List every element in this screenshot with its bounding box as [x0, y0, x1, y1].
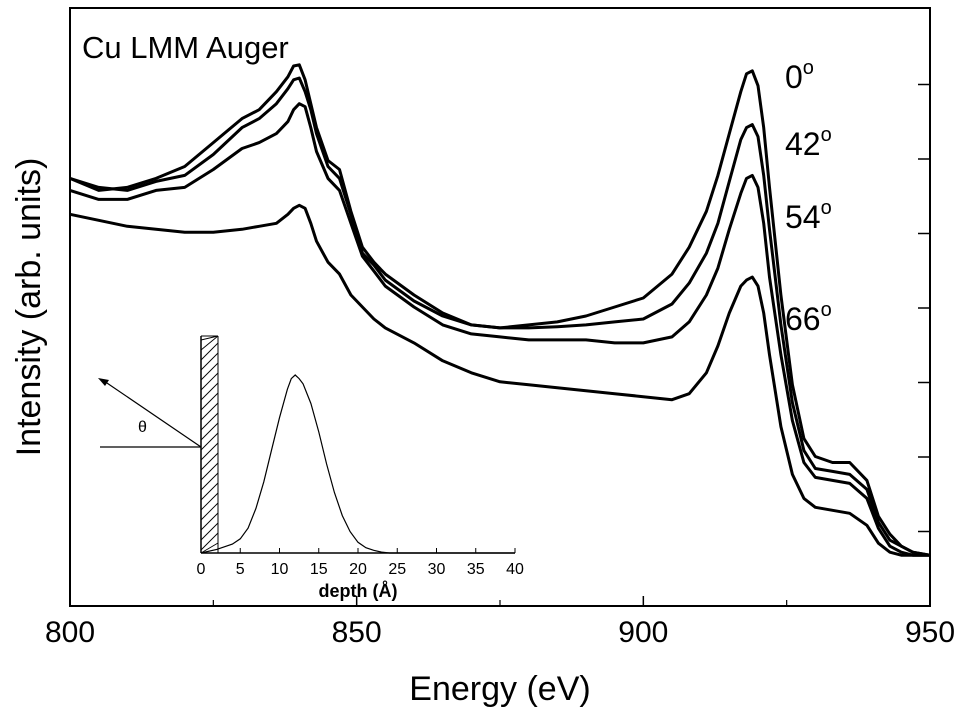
- inset-tick-label: 15: [310, 561, 328, 578]
- inset-hatch-line: [200, 452, 219, 471]
- inset-tick-label: 25: [388, 561, 406, 578]
- inset-hatch-line: [200, 382, 219, 401]
- x-axis-ticks: 800 850 900 950: [45, 596, 955, 649]
- x-tick-label: 850: [332, 616, 382, 649]
- curve-label-degree: o: [821, 299, 832, 321]
- inset-tick-label: 40: [506, 561, 524, 578]
- inset-hatch-line: [200, 502, 219, 521]
- inset-hatch-line: [200, 522, 219, 541]
- theta-label: θ: [138, 419, 147, 436]
- inset-hatch-line: [200, 492, 219, 511]
- inset-hatch-line: [200, 422, 219, 441]
- inset-hatch-line: [200, 532, 219, 551]
- series-line-1: [69, 76, 931, 557]
- inset-tick-label: 10: [271, 561, 289, 578]
- series-line-3: [69, 203, 930, 557]
- curve-label: 0o: [785, 57, 814, 95]
- y-axis-title: Intensity (arb. units): [10, 158, 48, 457]
- x-axis-title: Energy (eV): [409, 670, 590, 708]
- series-line-2: [69, 102, 930, 557]
- inset-hatch-line: [200, 542, 219, 554]
- curve-label: 54o: [785, 197, 832, 235]
- inset-hatch-line: [200, 412, 219, 431]
- inset-hatch-line: [200, 372, 219, 391]
- chart-title: Cu LMM Auger: [82, 30, 289, 65]
- inset-hatch-line: [200, 335, 219, 351]
- inset-hatch-line: [200, 482, 219, 501]
- inset-series: [200, 374, 515, 554]
- inset-hatch-line: [200, 362, 219, 381]
- inset-hatch-line: [200, 402, 219, 421]
- series-line-0: [69, 63, 931, 557]
- curve-label-value: 0: [785, 59, 803, 95]
- curve-label: 42o: [785, 124, 832, 162]
- y-axis-ticks: [918, 83, 930, 533]
- inset-hatch-line: [200, 462, 219, 481]
- inset-hatch-line: [200, 342, 219, 361]
- inset-hatch-line: [200, 512, 219, 531]
- inset-tick-label: 20: [349, 561, 367, 578]
- x-tick-label: 950: [905, 616, 955, 649]
- curve-label: 66o: [785, 299, 832, 337]
- inset-arrow-head: [98, 378, 109, 386]
- inset-hatch-line: [200, 335, 219, 341]
- x-tick-label: 900: [618, 616, 668, 649]
- inset-tick-label: 0: [197, 561, 206, 578]
- inset-hatch-line: [200, 472, 219, 491]
- curve-label-degree: o: [821, 197, 832, 219]
- curve-label-degree: o: [803, 57, 814, 79]
- inset-tick-label: 35: [467, 561, 485, 578]
- curve-label-degree: o: [821, 124, 832, 146]
- inset-hatch-line: [200, 392, 219, 411]
- inset-hatch-pattern: [200, 335, 219, 554]
- inset-depth-curve: [200, 374, 515, 554]
- curve-label-value: 66: [785, 301, 821, 337]
- inset-tick-label: 30: [428, 561, 446, 578]
- curve-label-value: 54: [785, 199, 821, 235]
- inset-hatch-line: [200, 432, 219, 451]
- inset-tick-label: 5: [236, 561, 245, 578]
- x-tick-label: 800: [45, 616, 95, 649]
- inset-hatch-line: [200, 352, 219, 371]
- inset-x-axis-title: depth (Å): [319, 581, 398, 601]
- series-group: [69, 63, 931, 557]
- depth-inset: 0 5 10 15 20 25 30 35 40 depth (Å) θ: [98, 335, 524, 601]
- curve-label-value: 42: [785, 126, 821, 162]
- inset-x-ticks: 0 5 10 15 20 25 30 35 40: [197, 548, 524, 578]
- inset-hatch-line: [200, 442, 219, 461]
- inset-incidence-line: [103, 380, 202, 448]
